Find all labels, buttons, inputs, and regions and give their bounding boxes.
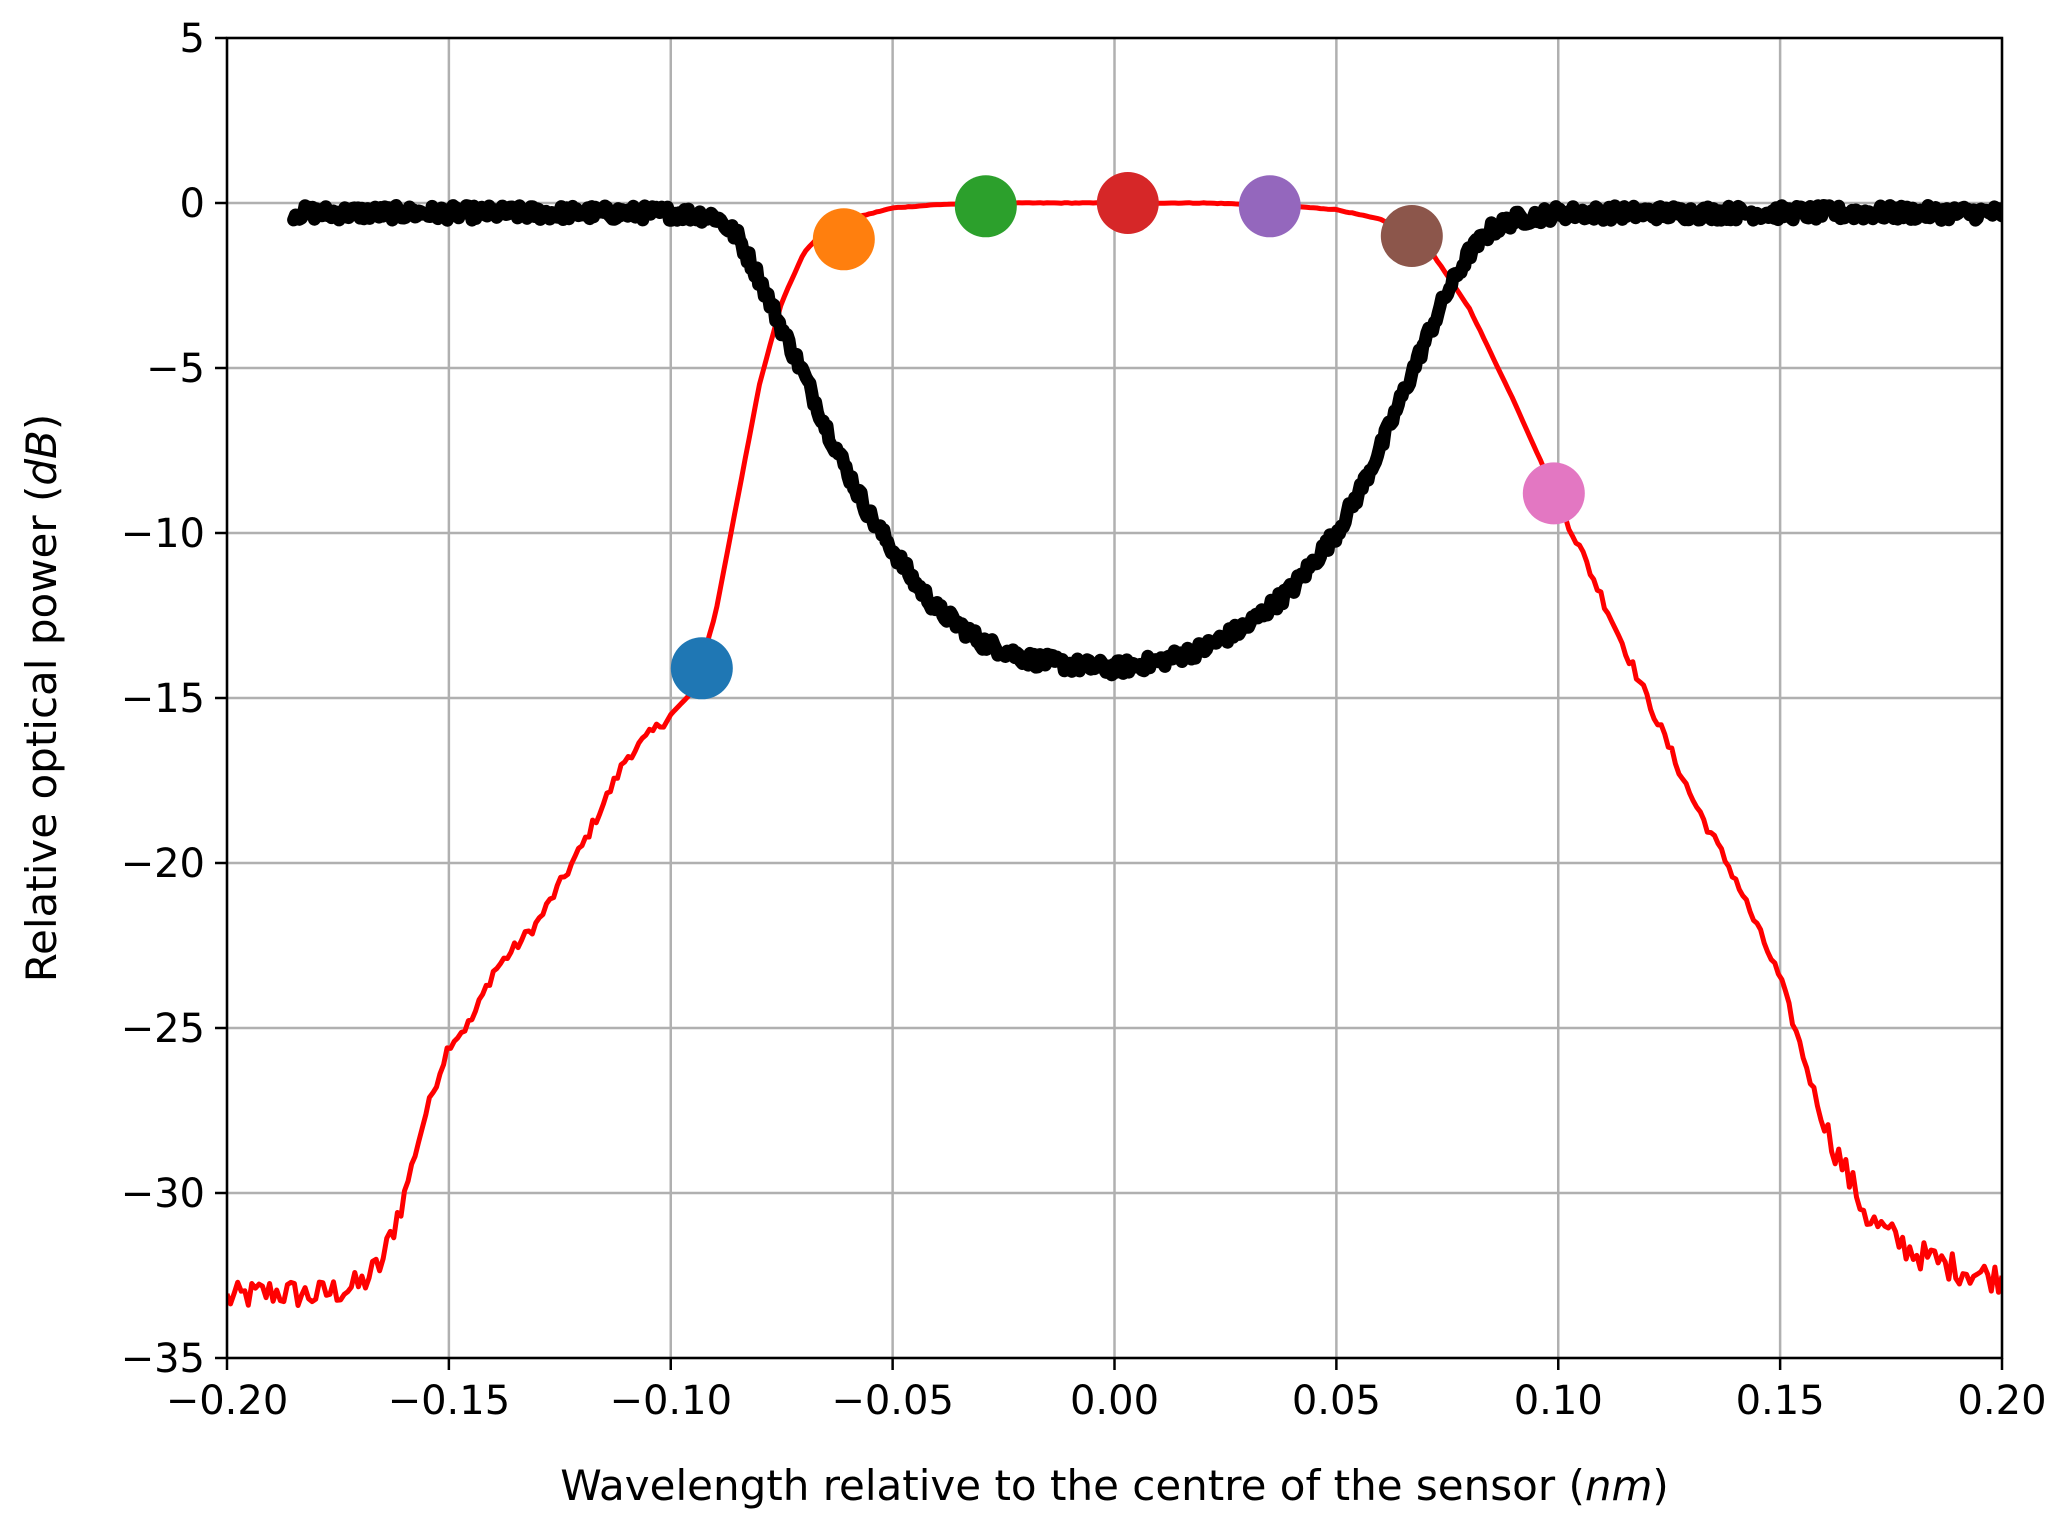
y-tick-label: −5 [146,346,205,392]
x-tick-label: −0.15 [388,1378,511,1424]
x-tick-label: −0.10 [609,1378,732,1424]
y-tick-label: −10 [121,511,205,557]
marker-point-7 [1522,462,1585,525]
x-tick-label: 0.00 [1070,1378,1159,1424]
marker-point-6 [1380,205,1443,267]
x-axis-label: Wavelength relative to the centre of the… [560,1461,1669,1510]
y-tick-label: −35 [121,1336,205,1382]
x-tick-label: −0.20 [166,1378,289,1424]
y-tick-label: −30 [121,1171,205,1217]
y-tick-label: −15 [121,676,205,722]
marker-point-3 [954,175,1017,238]
y-axis-label: Relative optical power (dB) [17,414,66,983]
x-tick-label: 0.15 [1736,1378,1825,1424]
x-tick-label: −0.05 [831,1378,954,1424]
y-tick-label: 0 [180,181,205,227]
axis-ticks: −0.20 −0.15 −0.10 −0.05 0.00 0.05 0.10 0.15 0.20… [121,16,2047,1424]
marker-point-5 [1238,175,1301,238]
y-tick-label: −25 [121,1006,205,1052]
y-tick-label: 5 [180,16,205,62]
marker-point-1 [670,637,733,700]
marker-point-4 [1096,172,1159,234]
grid [225,36,2004,1360]
x-tick-label: 0.20 [1957,1378,2046,1424]
plot-area [227,172,2002,1308]
black-spectrum-line [287,199,2002,682]
marker-point-2 [812,208,875,271]
x-tick-label: 0.10 [1514,1378,1603,1424]
y-tick-label: −20 [121,841,205,887]
x-tick-label: 0.05 [1292,1378,1381,1424]
